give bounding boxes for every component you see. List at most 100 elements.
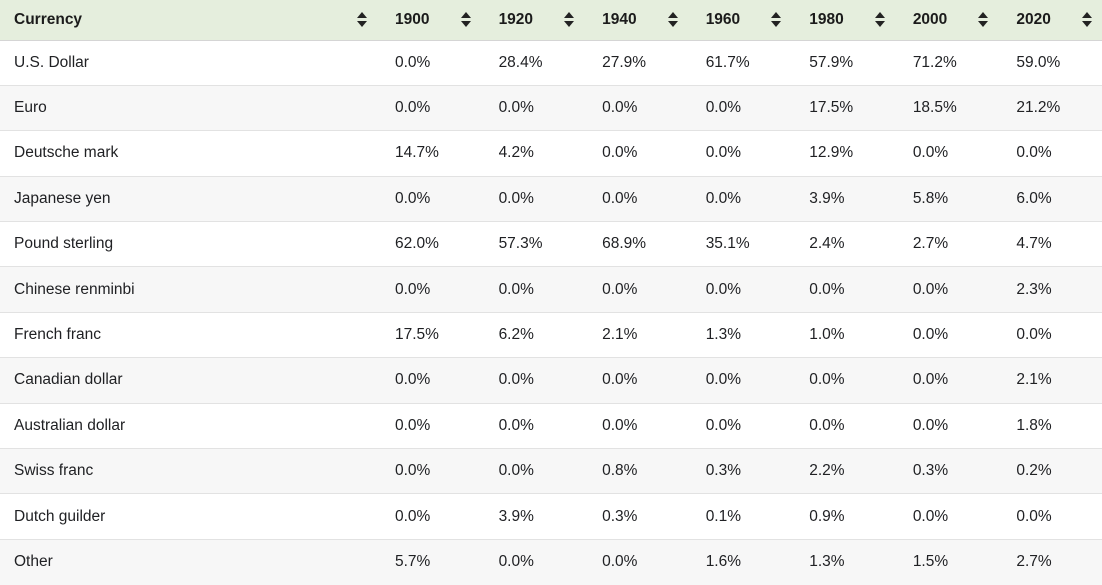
value-cell: 0.0% [377,84,481,131]
column-header-inner[interactable]: Currency [0,0,377,40]
value-cell: 4.2% [480,130,585,177]
value-cell: 1.3% [791,538,895,585]
sort-updown-icon[interactable] [771,12,782,28]
column-header-label: 2020 [1016,10,1051,28]
sort-updown-icon[interactable] [1082,12,1092,28]
value-cell: 0.0% [791,266,895,313]
table-row: Pound sterling 62.0% 57.3% 68.9% 35.1% 2.4% 2.… [0,221,1102,267]
value-cell: 0.0% [584,130,688,177]
sort-updown-icon[interactable] [357,12,367,28]
value-cell: 3.9% [791,175,895,222]
column-header-currency[interactable]: Currency [0,0,377,41]
value-cell: 0.9% [791,493,895,540]
value-cell: 6.0% [998,175,1102,222]
table-row: Other 5.7% 0.0% 0.0% 1.6% 1.3% 1.5% 2.7% [0,538,1102,585]
currency-name-cell: Australian dollar [0,402,377,449]
sort-updown-icon[interactable] [460,12,471,28]
column-header-1920[interactable]: 1920 [480,0,585,41]
value-cell: 14.7% [377,130,481,177]
column-header-label: Currency [14,10,83,28]
sort-up-triangle [564,12,575,19]
value-cell: 0.0% [480,402,585,449]
value-cell: 0.0% [687,130,792,177]
sort-updown-icon[interactable] [978,12,989,28]
table-row: French franc 17.5% 6.2% 2.1% 1.3% 1.0% 0.0% 0.0… [0,311,1102,358]
value-cell: 0.0% [687,84,792,131]
value-cell: 1.6% [687,538,792,585]
value-cell: 0.3% [894,448,999,494]
value-cell: 0.0% [377,357,481,404]
column-header-label: 1960 [705,10,741,28]
column-header-2020[interactable]: 2020 [998,0,1102,41]
value-cell: 0.0% [894,266,999,313]
table-row: Deutsche mark 14.7% 4.2% 0.0% 0.0% 12.9% 0.0% 0… [0,130,1102,177]
column-header-label: 1920 [498,10,534,28]
column-header-inner[interactable]: 1980 [791,0,895,40]
sort-up-triangle [667,12,678,19]
value-cell: 0.0% [894,311,999,358]
value-cell: 57.9% [791,39,895,86]
table-row: Chinese renminbi 0.0% 0.0% 0.0% 0.0% 0.0% 0.0%… [0,266,1102,313]
column-header-inner[interactable]: 1960 [688,0,792,40]
column-header-inner[interactable]: 1900 [377,0,481,40]
value-cell: 0.0% [377,402,481,449]
column-header-inner[interactable]: 2020 [998,0,1102,40]
sort-updown-icon[interactable] [667,12,678,28]
value-cell: 62.0% [377,221,481,267]
table-row: Japanese yen 0.0% 0.0% 0.0% 0.0% 3.9% 5.8% 6.0% [0,175,1102,222]
value-cell: 17.5% [791,84,895,131]
currency-name-cell: Euro [0,84,377,131]
value-cell: 0.1% [687,493,792,540]
value-cell: 2.2% [791,448,895,494]
value-cell: 17.5% [377,311,481,358]
column-header-1980[interactable]: 1980 [791,0,895,41]
value-cell: 2.3% [998,266,1102,313]
sort-down-triangle [667,21,678,28]
sort-down-triangle [357,21,367,28]
value-cell: 0.0% [791,402,895,449]
value-cell: 0.0% [894,357,999,404]
column-header-1940[interactable]: 1940 [584,0,688,41]
value-cell: 71.2% [894,39,999,86]
value-cell: 0.0% [584,357,688,404]
value-cell: 21.2% [998,84,1102,131]
value-cell: 61.7% [687,39,792,86]
table-row: Swiss franc 0.0% 0.0% 0.8% 0.3% 2.2% 0.3% 0.2% [0,448,1102,494]
sort-updown-icon[interactable] [564,12,575,28]
value-cell: 35.1% [687,221,792,267]
column-header-1900[interactable]: 1900 [377,0,481,41]
currency-name-cell: Other [0,538,377,585]
value-cell: 59.0% [998,39,1102,86]
value-cell: 0.0% [791,357,895,404]
value-cell: 0.0% [894,402,999,449]
table-header: Currency 1900 1920 1940 1960 1980 2000 2020 [0,0,1102,41]
column-header-inner[interactable]: 1920 [481,0,585,40]
value-cell: 0.0% [998,130,1102,177]
sort-updown-icon[interactable] [874,12,885,28]
value-cell: 0.2% [998,448,1102,494]
value-cell: 0.0% [377,175,481,222]
value-cell: 0.0% [894,130,999,177]
value-cell: 6.2% [480,311,585,358]
value-cell: 2.1% [584,311,688,358]
currency-name-cell: French franc [0,311,377,358]
column-header-inner[interactable]: 2000 [895,0,999,40]
value-cell: 2.1% [998,357,1102,404]
sort-down-triangle [564,21,575,28]
value-cell: 0.0% [480,266,585,313]
value-cell: 0.0% [377,39,481,86]
sort-up-triangle [874,12,885,19]
sort-down-triangle [771,21,782,28]
value-cell: 0.0% [480,84,585,131]
column-header-inner[interactable]: 1940 [584,0,688,40]
sort-down-triangle [978,21,989,28]
value-cell: 2.7% [998,538,1102,585]
table-row: Euro 0.0% 0.0% 0.0% 0.0% 17.5% 18.5% 21.2% [0,84,1102,131]
value-cell: 28.4% [480,39,585,86]
column-header-2000[interactable]: 2000 [894,0,999,41]
value-cell: 0.3% [584,493,688,540]
currency-name-cell: Japanese yen [0,175,377,222]
currency-name-cell: Deutsche mark [0,130,377,177]
value-cell: 0.0% [480,538,585,585]
column-header-1960[interactable]: 1960 [687,0,792,41]
